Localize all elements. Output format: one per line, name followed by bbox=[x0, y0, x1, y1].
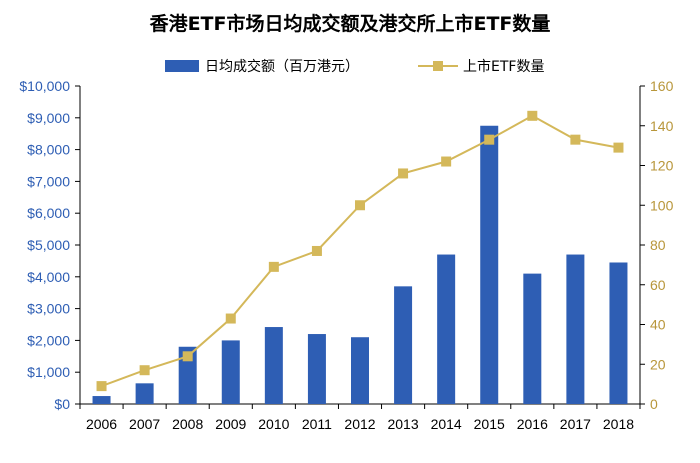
line-point bbox=[311, 245, 322, 256]
legend-swatch-marker bbox=[433, 61, 443, 71]
legend-swatch-bar bbox=[165, 60, 199, 72]
left-axis-ticks: $0 $1,000 $2,000 $3,000 $4,000 $5,000 $6,000 $7… bbox=[19, 78, 80, 412]
left-tick-label: $5,000 bbox=[27, 237, 70, 253]
left-tick-label: $8,000 bbox=[27, 142, 70, 158]
x-tick-label: 2010 bbox=[258, 416, 289, 432]
left-tick-label: $7,000 bbox=[27, 173, 70, 189]
left-tick-label: $0 bbox=[54, 396, 70, 412]
x-tick-label: 2014 bbox=[431, 416, 462, 432]
x-tick-label: 2008 bbox=[172, 416, 203, 432]
legend-label-line: 上市ETF数量 bbox=[463, 58, 544, 75]
line-point bbox=[96, 381, 107, 392]
left-tick-label: $2,000 bbox=[27, 332, 70, 348]
left-tick-label: $10,000 bbox=[19, 78, 70, 94]
right-tick-label: 0 bbox=[650, 396, 658, 412]
bar bbox=[351, 337, 369, 404]
x-tick-label: 2013 bbox=[387, 416, 418, 432]
bar bbox=[480, 125, 499, 404]
x-tick-label: 2018 bbox=[603, 416, 634, 432]
line-point bbox=[139, 365, 150, 376]
left-tick-label: $1,000 bbox=[27, 364, 70, 380]
right-tick-label: 60 bbox=[650, 277, 666, 293]
line-point bbox=[570, 134, 581, 145]
x-tick-label: 2012 bbox=[344, 416, 375, 432]
bar bbox=[135, 383, 154, 404]
right-tick-label: 160 bbox=[650, 78, 674, 94]
left-tick-label: $9,000 bbox=[27, 110, 70, 126]
right-tick-label: 40 bbox=[650, 317, 666, 333]
left-tick-label: $3,000 bbox=[27, 301, 70, 317]
line-point bbox=[268, 261, 279, 272]
x-tick-label: 2017 bbox=[560, 416, 591, 432]
bar bbox=[394, 286, 413, 404]
x-tick-label: 2009 bbox=[215, 416, 246, 432]
line-point bbox=[182, 351, 193, 362]
right-tick-label: 140 bbox=[650, 118, 674, 134]
line-point bbox=[527, 110, 538, 121]
right-tick-label: 20 bbox=[650, 356, 666, 372]
x-tick-label: 2015 bbox=[474, 416, 505, 432]
legend-label-bar: 日均成交额（百万港元） bbox=[205, 58, 359, 75]
line-point bbox=[441, 156, 452, 167]
line-point bbox=[398, 168, 409, 179]
bar bbox=[566, 254, 585, 404]
line-point bbox=[355, 200, 365, 211]
bar bbox=[609, 262, 628, 404]
right-axis-ticks: 0 20 40 60 80 100 120 140 160 bbox=[640, 78, 674, 412]
chart-title: 香港ETF市场日均成交额及港交所上市ETF数量 bbox=[149, 12, 551, 35]
x-tick-label: 2006 bbox=[86, 416, 117, 432]
left-tick-label: $4,000 bbox=[27, 269, 70, 285]
x-tick-label: 2011 bbox=[302, 416, 332, 432]
line-series bbox=[96, 110, 624, 392]
bar bbox=[221, 340, 240, 404]
bar bbox=[92, 396, 111, 404]
bar bbox=[264, 327, 283, 404]
line-point bbox=[613, 142, 624, 153]
x-axis-ticks: 2006 2007 2008 2009 2010 2011 2012 2013 2014 2015… bbox=[79, 404, 641, 432]
bar bbox=[307, 334, 326, 404]
bar bbox=[523, 273, 542, 404]
x-tick-label: 2016 bbox=[517, 416, 548, 432]
right-tick-label: 100 bbox=[650, 197, 674, 213]
bar-series bbox=[92, 125, 628, 404]
bar bbox=[437, 254, 456, 404]
line-point bbox=[484, 134, 495, 145]
left-tick-label: $6,000 bbox=[27, 205, 70, 221]
right-tick-label: 80 bbox=[650, 237, 666, 253]
line-point bbox=[225, 313, 236, 324]
x-tick-label: 2007 bbox=[129, 416, 160, 432]
right-tick-label: 120 bbox=[650, 158, 674, 174]
legend: 日均成交额（百万港元） 上市ETF数量 bbox=[165, 58, 544, 75]
